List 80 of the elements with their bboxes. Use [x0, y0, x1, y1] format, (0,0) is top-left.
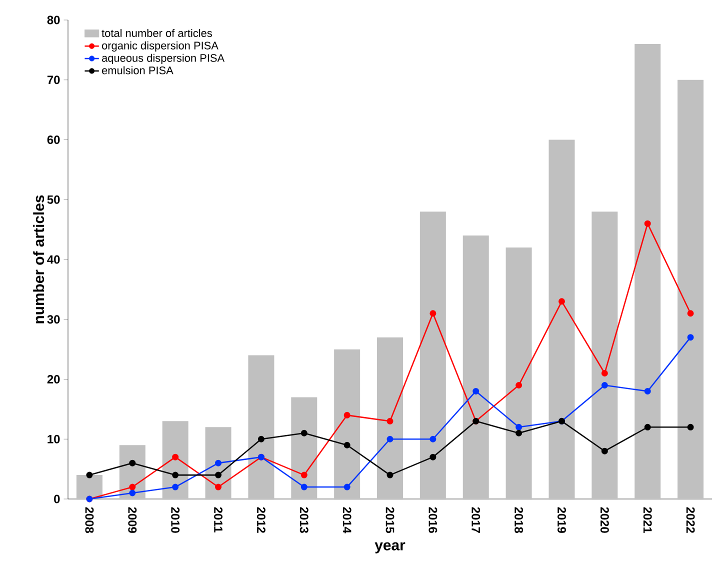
bar — [462, 236, 489, 499]
bar — [548, 140, 575, 499]
point — [344, 412, 350, 418]
legend-label: aqueous dispersion PISA — [102, 54, 225, 64]
y-tick-label: 80 — [47, 16, 60, 24]
point — [430, 436, 436, 442]
x-tick-label: 2020 — [600, 507, 609, 533]
point — [86, 472, 93, 478]
point — [215, 460, 222, 466]
point — [687, 334, 694, 341]
bar — [76, 475, 102, 499]
point — [344, 484, 350, 490]
point — [644, 388, 651, 394]
point — [430, 454, 436, 460]
point — [129, 484, 136, 490]
point — [644, 220, 651, 227]
point — [129, 490, 136, 496]
y-axis-title: number of articles — [33, 195, 44, 324]
point — [430, 310, 436, 317]
point — [344, 442, 350, 448]
point — [172, 484, 179, 490]
point — [386, 418, 394, 424]
bar — [506, 248, 532, 499]
point — [386, 472, 394, 478]
x-tick-label: 2022 — [686, 507, 695, 533]
bar — [248, 355, 274, 499]
x-tick-label: 2012 — [256, 507, 266, 533]
x-tick-label: 2009 — [128, 507, 137, 533]
point — [687, 310, 694, 317]
point — [215, 484, 222, 490]
x-tick-label: 2013 — [300, 507, 308, 533]
x-tick-label: 2016 — [428, 507, 438, 533]
y-tick-label: 20 — [47, 375, 60, 384]
x-tick-label: 2010 — [171, 507, 180, 533]
bar — [634, 44, 661, 499]
point — [258, 436, 264, 442]
point — [215, 472, 222, 478]
legend-label: organic dispersion PISA — [102, 41, 218, 52]
y-tick-label: 10 — [48, 434, 60, 444]
x-tick-label: 2018 — [514, 507, 524, 533]
point — [516, 424, 522, 430]
point — [601, 370, 608, 377]
point — [601, 448, 608, 454]
x-tick-label: 2019 — [558, 507, 566, 533]
y-tick-label: 60 — [47, 136, 60, 144]
bar — [678, 80, 704, 499]
y-tick-label: 0 — [54, 494, 60, 504]
point — [601, 382, 608, 388]
point — [472, 388, 480, 394]
legend-label: total number of articles — [102, 28, 212, 38]
y-tick-label: 70 — [47, 76, 60, 84]
y-tick-label: 30 — [47, 315, 60, 324]
bar — [162, 421, 188, 499]
legend-label: emulsion PISA — [102, 66, 174, 74]
y-tick-label: 50 — [47, 195, 60, 204]
x-tick-label: 2011 — [214, 507, 222, 532]
point — [300, 472, 308, 478]
x-tick-label: 2008 — [85, 507, 94, 533]
point — [644, 424, 651, 430]
point — [172, 454, 179, 460]
x-tick-label: 2021 — [643, 507, 652, 534]
y-tick-label: 40 — [47, 255, 60, 264]
x-tick-label: 2014 — [342, 507, 352, 534]
point — [516, 430, 522, 436]
point — [172, 472, 179, 478]
bar — [377, 337, 404, 499]
point — [687, 424, 694, 430]
point — [516, 382, 522, 388]
bar — [334, 349, 360, 499]
x-tick-label: 2017 — [472, 507, 480, 533]
point — [386, 436, 394, 442]
x-tick-label: 2015 — [386, 507, 394, 534]
point — [129, 460, 136, 466]
x-axis-title: year — [374, 542, 406, 554]
point — [558, 298, 565, 305]
bar — [592, 212, 618, 499]
point — [300, 430, 308, 436]
bar — [420, 212, 446, 499]
bar — [291, 397, 318, 499]
point — [300, 484, 308, 490]
